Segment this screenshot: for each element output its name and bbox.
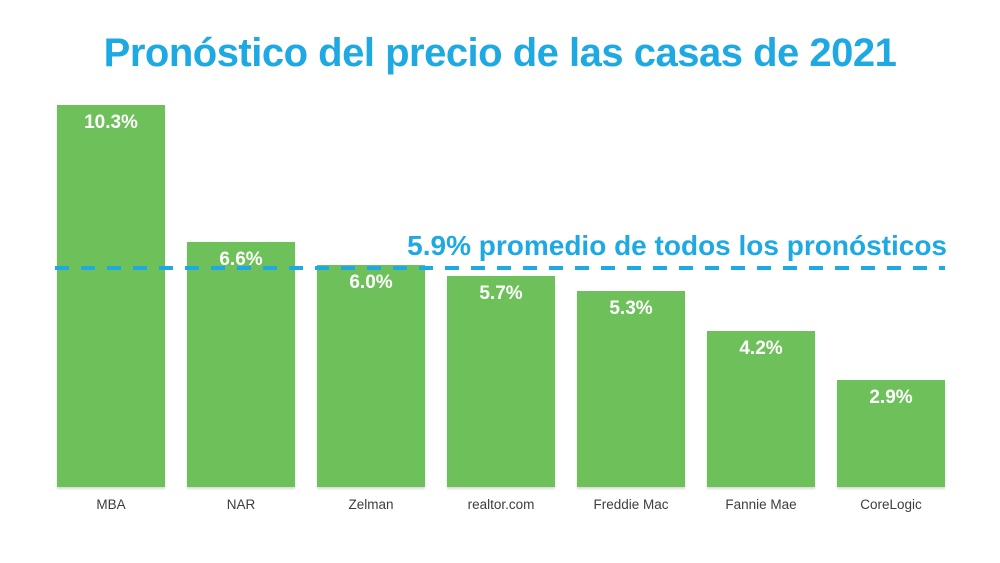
bar-value-label: 10.3%	[84, 111, 138, 133]
average-line-label: 5.9% promedio de todos los pronósticos	[407, 230, 947, 261]
average-dashed-line	[55, 266, 945, 271]
bar-value-label: 5.3%	[609, 297, 653, 319]
category-label: realtor.com	[467, 497, 535, 512]
category-label: Zelman	[348, 497, 394, 512]
bar-value-label: 2.9%	[869, 386, 913, 408]
category-label: Freddie Mac	[593, 497, 669, 512]
bar-nar: 6.6%	[187, 242, 295, 488]
bar-zelman: 6.0%	[317, 264, 425, 488]
bar-value-label: 6.0%	[349, 271, 393, 293]
bar-value-label: 4.2%	[739, 338, 783, 360]
category-label: NAR	[226, 497, 256, 512]
bar-value-label: 6.6%	[219, 249, 263, 271]
bar-realtor-com: 5.7%	[447, 275, 555, 488]
category-label: MBA	[96, 497, 126, 512]
bar-value-label: 5.7%	[479, 282, 523, 304]
bar-freddie-mac: 5.3%	[577, 290, 685, 488]
bar-corelogic: 2.9%	[837, 379, 945, 488]
category-label: Fannie Mae	[725, 497, 797, 512]
chart-title: Pronóstico del precio de las casas de 20…	[103, 31, 897, 75]
bar-fannie-mae: 4.2%	[707, 331, 815, 488]
bar-mba: 10.3%	[57, 104, 165, 488]
category-label: CoreLogic	[860, 497, 922, 512]
